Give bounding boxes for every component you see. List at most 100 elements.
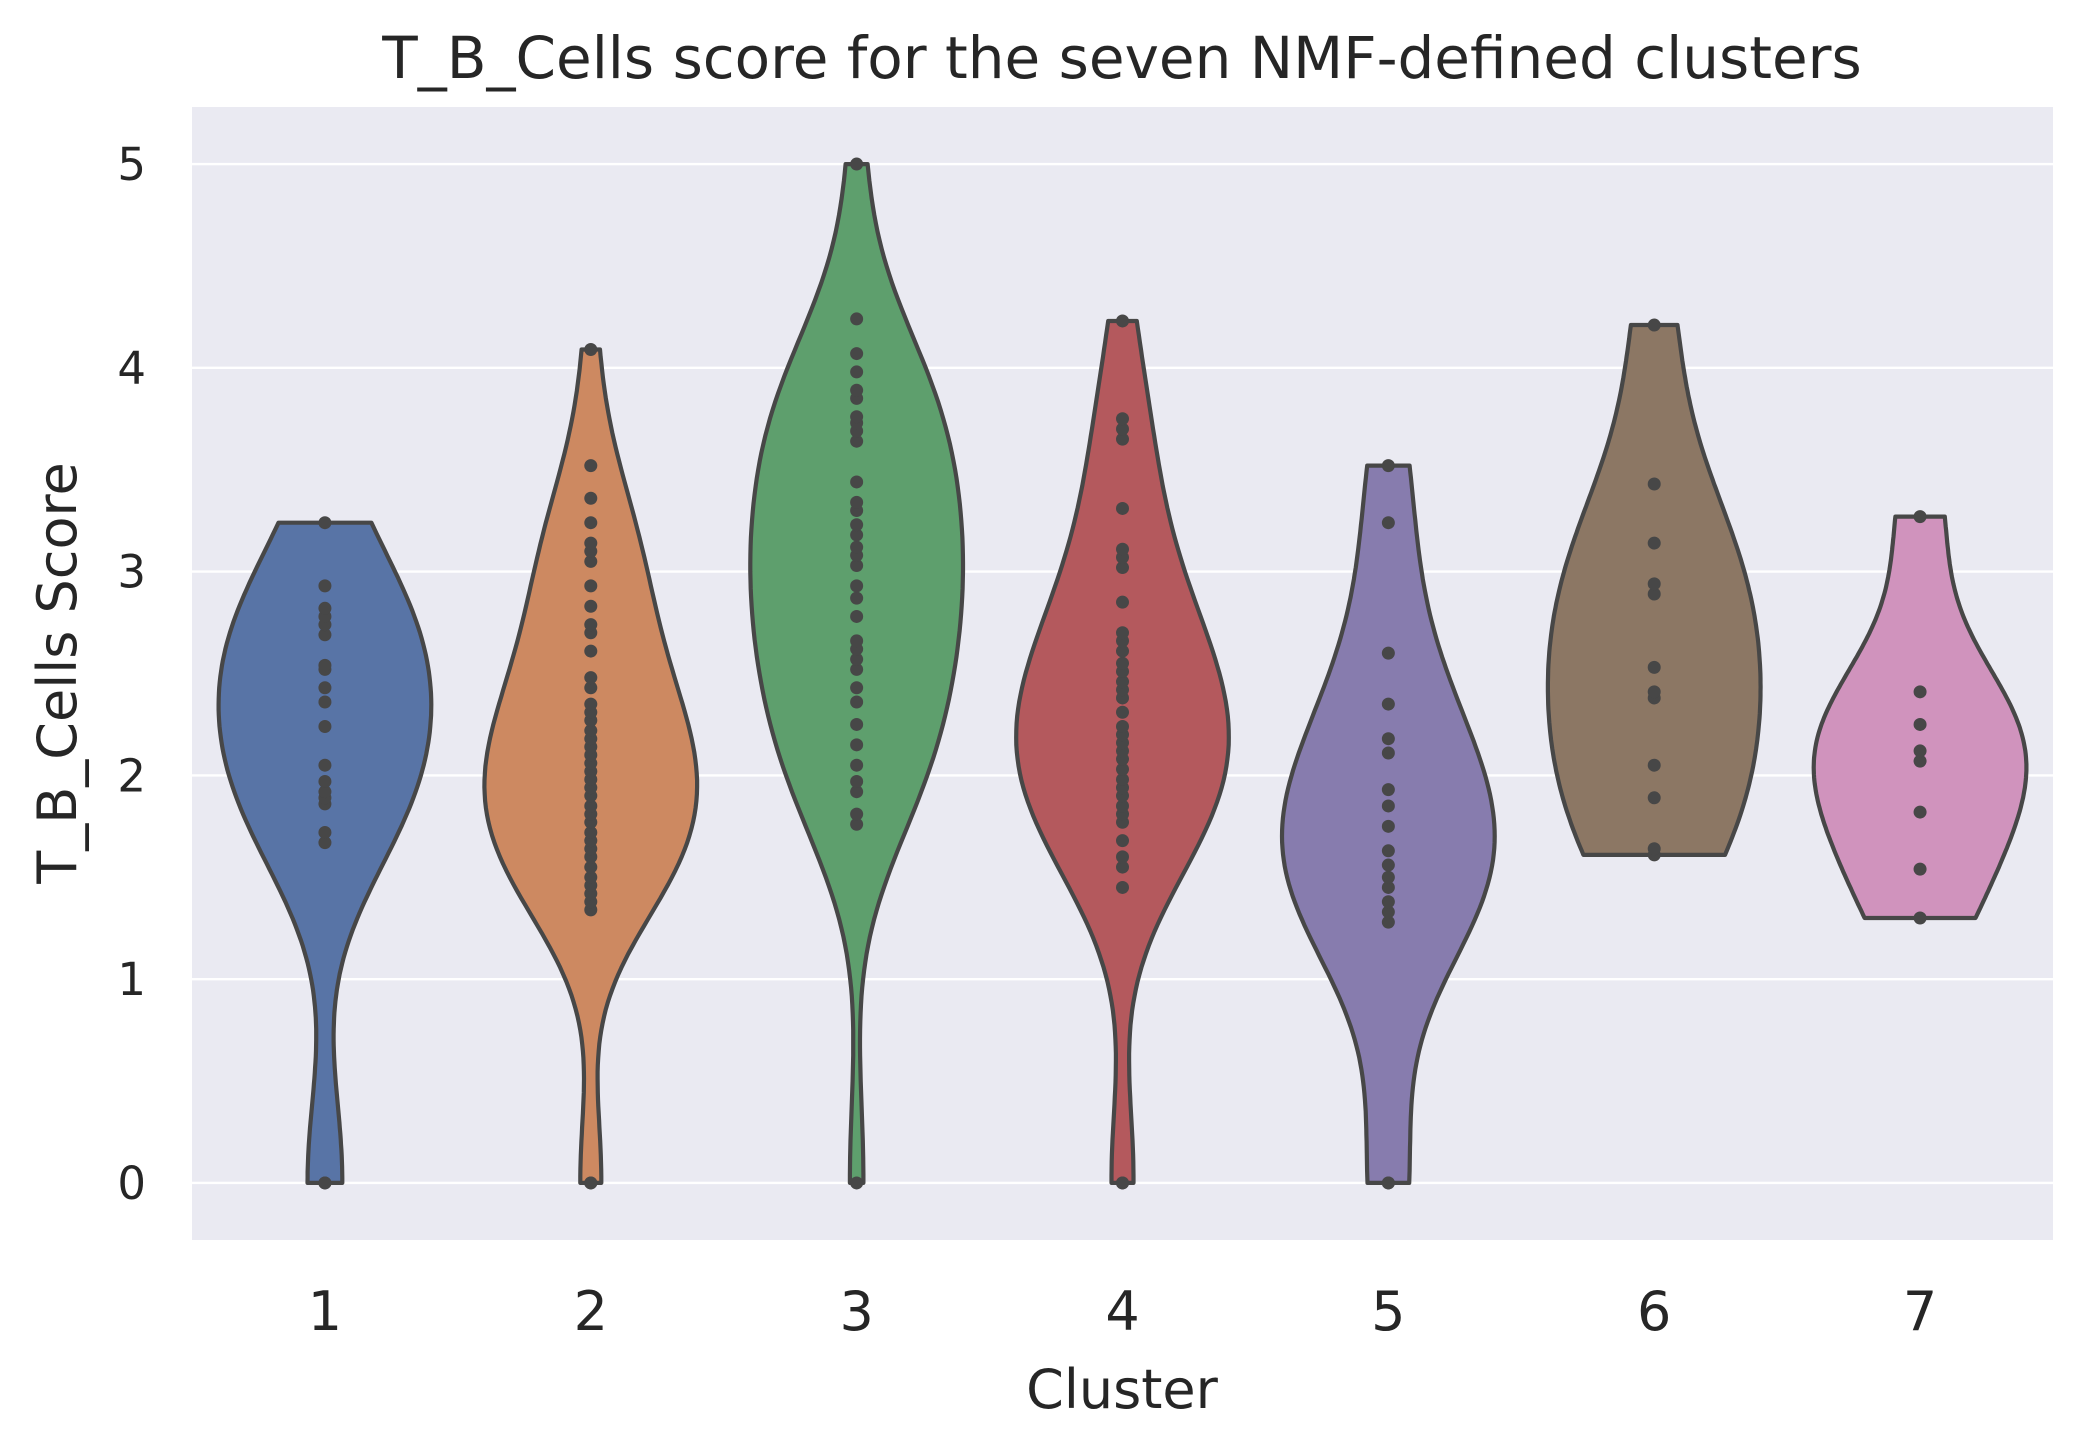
y-tick-label: 3 (117, 546, 146, 599)
data-point (318, 695, 332, 709)
data-point (850, 579, 864, 593)
data-point (1913, 805, 1927, 819)
data-point (850, 738, 864, 752)
data-point (318, 719, 332, 733)
y-axis-label: T_B_Cells Score (26, 462, 89, 885)
data-point (1381, 1176, 1395, 1190)
y-tick-labels: 0 1 2 3 4 5 (117, 138, 146, 1210)
data-point (1381, 459, 1395, 473)
data-point (1116, 542, 1129, 556)
data-point (584, 459, 598, 473)
violin-cluster-1 (216, 520, 434, 1186)
data-point (1116, 705, 1129, 719)
data-point (1381, 880, 1395, 894)
data-point (1647, 842, 1661, 856)
data-point (584, 516, 598, 530)
data-point (584, 644, 598, 658)
data-point (850, 807, 864, 821)
data-point (1381, 819, 1395, 833)
data-point (584, 799, 598, 813)
data-point (1116, 834, 1129, 848)
data-point (1116, 1176, 1129, 1190)
data-point (1381, 646, 1395, 660)
data-point (1381, 799, 1395, 813)
data-point (1116, 595, 1129, 609)
violin-cluster-7 (1811, 514, 2029, 921)
data-point (584, 671, 598, 685)
data-point (850, 681, 864, 695)
x-tick-label: 6 (1637, 1280, 1671, 1343)
data-point (1913, 685, 1927, 699)
data-point (1116, 880, 1129, 894)
x-tick-label: 2 (574, 1280, 608, 1343)
y-tick-label: 1 (117, 953, 146, 1006)
data-point (1647, 685, 1661, 699)
data-point (1381, 783, 1395, 797)
data-point (1381, 697, 1395, 711)
data-point (1381, 905, 1395, 919)
data-points (318, 157, 1927, 1190)
x-axis-label: Cluster (1026, 1358, 1218, 1421)
data-point (850, 347, 864, 361)
data-point (1381, 915, 1395, 929)
y-tick-label: 2 (117, 749, 146, 802)
data-point (318, 658, 332, 672)
data-point (850, 717, 864, 731)
data-point (584, 825, 598, 839)
chart-title: T_B_Cells score for the seven NMF-define… (381, 24, 1861, 92)
data-point (318, 681, 332, 695)
data-point (1116, 314, 1129, 328)
data-point (1381, 858, 1395, 872)
data-point (584, 554, 598, 568)
data-point (584, 724, 598, 738)
data-point (1116, 675, 1129, 689)
data-point (1116, 626, 1129, 640)
data-point (1381, 870, 1395, 884)
x-tick-label: 3 (839, 1280, 873, 1343)
data-point (1381, 844, 1395, 858)
data-point (318, 758, 332, 772)
data-point (850, 652, 864, 666)
data-point (850, 518, 864, 532)
data-point (1116, 501, 1129, 515)
x-tick-label: 7 (1903, 1280, 1937, 1343)
data-point (1647, 536, 1661, 550)
data-point (1116, 422, 1129, 436)
data-point (850, 785, 864, 799)
data-point (1116, 850, 1129, 864)
x-tick-labels: 1 2 3 4 5 6 7 (308, 1280, 1938, 1343)
data-point (1647, 318, 1661, 332)
data-point (584, 1176, 598, 1190)
data-point (584, 342, 598, 356)
data-point (1647, 577, 1661, 591)
data-point (850, 157, 864, 171)
data-point (1913, 744, 1927, 758)
data-point (850, 475, 864, 489)
data-point (584, 697, 598, 711)
data-point (318, 1176, 332, 1190)
data-point (850, 591, 864, 605)
data-point (1116, 656, 1129, 670)
data-point (1116, 432, 1129, 446)
data-point (1381, 516, 1395, 530)
x-tick-label: 4 (1105, 1280, 1139, 1343)
data-point (850, 540, 864, 554)
data-point (850, 410, 864, 424)
data-point (318, 825, 332, 839)
data-point (318, 601, 332, 615)
data-point (1647, 791, 1661, 805)
data-point (1381, 746, 1395, 760)
data-point (850, 312, 864, 326)
data-point (1913, 510, 1927, 524)
data-point (850, 634, 864, 648)
data-point (850, 775, 864, 789)
data-point (1116, 860, 1129, 874)
data-point (584, 536, 598, 550)
y-tick-label: 0 (117, 1157, 146, 1210)
data-point (318, 516, 332, 530)
data-point (318, 628, 332, 642)
data-point (850, 817, 864, 831)
data-point (584, 599, 598, 613)
data-point (318, 836, 332, 850)
data-point (1647, 758, 1661, 772)
